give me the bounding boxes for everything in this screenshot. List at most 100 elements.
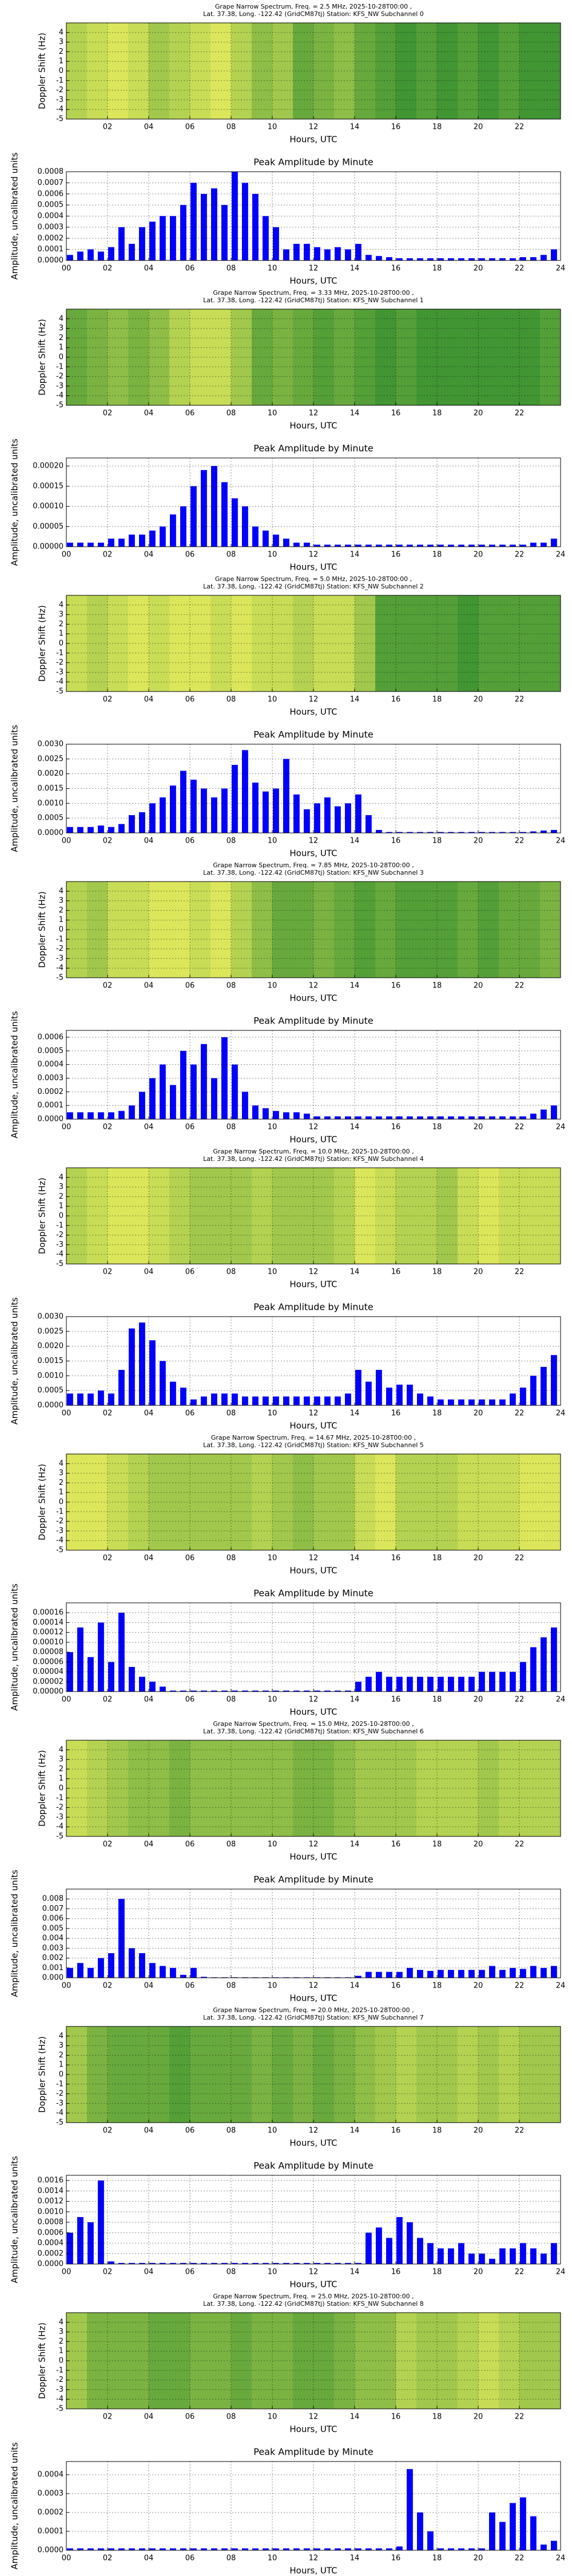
y-axis-label: Amplitude, uncalibrated units: [10, 152, 20, 280]
bar: [530, 1647, 537, 1692]
bar: [468, 258, 475, 260]
y-axis-label: Amplitude, uncalibrated units: [10, 725, 20, 852]
x-tick-label: 18: [432, 1409, 442, 1418]
bar: [77, 1112, 84, 1119]
x-tick-label: 18: [432, 696, 442, 704]
x-tick-label: 00: [62, 1409, 72, 1418]
x-tick-label: 20: [474, 1982, 483, 1990]
x-tick-label: 18: [432, 2554, 442, 2563]
bar: [427, 832, 434, 833]
bar: [67, 2548, 73, 2550]
spectrum-cell: [499, 1454, 519, 1550]
bar: [520, 1388, 526, 1405]
x-tick-label: 08: [227, 2127, 236, 2135]
x-tick-label: 02: [103, 2268, 113, 2277]
spectrum-cell: [190, 2026, 210, 2123]
spectrum-cell: [210, 2026, 231, 2123]
spectrum-cell: [149, 595, 169, 692]
bar: [530, 1966, 537, 1978]
x-tick-label: 12: [309, 1696, 319, 1704]
spectrum-cell: [313, 309, 334, 405]
bar: [427, 1396, 434, 1405]
bar: [77, 2217, 84, 2264]
bar: [468, 544, 475, 547]
x-tick-label: 14: [350, 264, 360, 273]
x-tick-label: 06: [185, 1554, 195, 1563]
bar: [530, 1376, 537, 1405]
spectrum-cell: [210, 1168, 231, 1264]
y-tick-label: -2: [56, 2376, 63, 2384]
spectrum-cell: [252, 2313, 272, 2409]
spectrum-cell: [128, 2313, 149, 2409]
bar: [314, 803, 320, 833]
bar: [510, 1967, 516, 1978]
x-tick-label: 02: [103, 2554, 113, 2563]
spectrum-cell: [396, 2313, 416, 2409]
y-tick-label: 0.0000: [38, 256, 64, 265]
bar: [448, 544, 454, 547]
bar: [263, 2548, 269, 2550]
x-tick-label: 06: [185, 2554, 195, 2563]
bar: [407, 1384, 413, 1405]
bar: [98, 1622, 104, 1692]
bar: [355, 544, 362, 547]
x-tick-label: 08: [227, 696, 236, 704]
x-tick-label: 22: [515, 1409, 525, 1418]
bar: [407, 2469, 413, 2550]
bar: [438, 1116, 444, 1119]
spectrum-cell: [149, 309, 169, 405]
x-tick-label: 04: [144, 1840, 154, 1849]
x-axis-label: Hours, UTC: [289, 1279, 337, 1290]
x-tick-label: 22: [515, 1554, 525, 1563]
x-tick-label: 10: [268, 1554, 277, 1563]
spectrum-cell: [231, 1168, 252, 1264]
x-tick-label: 14: [350, 2413, 360, 2421]
y-tick-label: 0.0000: [38, 2546, 64, 2555]
bar: [499, 1399, 506, 1405]
bar: [551, 2243, 557, 2264]
y-tick-label: 0.0006: [38, 1033, 64, 1041]
bar: [458, 2243, 464, 2264]
x-tick-label: 06: [185, 1982, 195, 1990]
bar: [201, 788, 207, 833]
bar: [355, 243, 362, 260]
x-tick-label: 00: [62, 264, 72, 273]
spectrum-cell: [334, 2313, 355, 2409]
x-tick-label: 08: [227, 982, 236, 990]
y-tick-label: 0.0002: [38, 234, 64, 243]
x-tick-label: 04: [144, 1554, 154, 1563]
spectrum-cell: [128, 2026, 149, 2123]
y-tick-label: 0.0030: [38, 1313, 64, 1321]
bar: [551, 249, 557, 260]
bar: [283, 249, 289, 260]
bar: [530, 542, 537, 547]
bar: [541, 1967, 547, 1978]
bar: [160, 797, 166, 833]
x-tick-label: 08: [227, 123, 236, 132]
spectrum-cell: [540, 882, 561, 978]
bar: [304, 243, 310, 260]
spectrum-cell: [190, 595, 210, 692]
bar: [88, 1393, 94, 1405]
spectrum-cell: [416, 2026, 437, 2123]
bar: [98, 825, 104, 833]
x-axis-label: Hours, UTC: [289, 707, 337, 717]
plot-frame: [66, 1167, 561, 1265]
x-tick-label: 14: [350, 696, 360, 704]
plot-background: [66, 458, 561, 547]
bar: [438, 258, 444, 260]
y-tick-label: -4: [56, 964, 63, 973]
spectrum-cell: [210, 1454, 231, 1550]
spectrum-cell: [375, 23, 396, 119]
bar: [551, 1105, 557, 1119]
spectrum-cell: [313, 23, 334, 119]
spectrum-cell: [499, 23, 519, 119]
spectrum-cell: [252, 882, 272, 978]
x-tick-label: 02: [103, 551, 113, 559]
x-axis-label: Hours, UTC: [289, 562, 337, 572]
bar: [499, 2248, 506, 2264]
bar: [324, 1690, 331, 1692]
bar: [118, 1613, 125, 1692]
bar: [479, 1672, 485, 1692]
spectrum-cell: [190, 2313, 210, 2409]
